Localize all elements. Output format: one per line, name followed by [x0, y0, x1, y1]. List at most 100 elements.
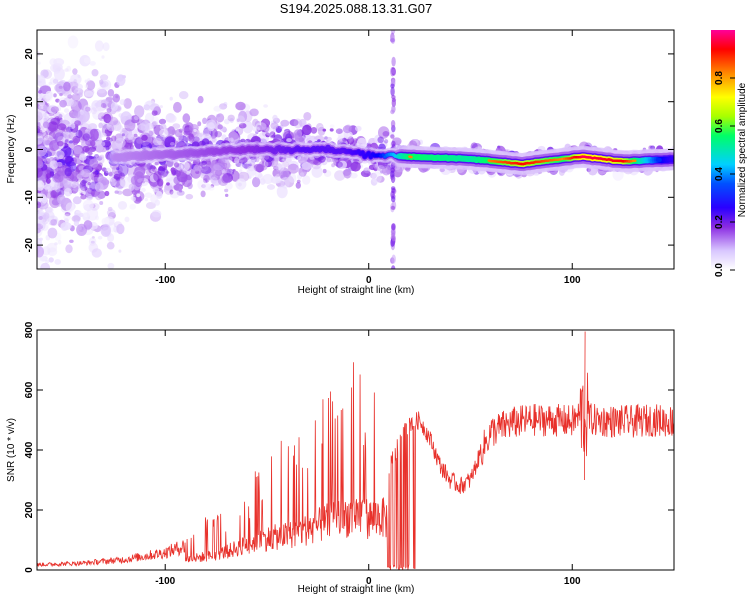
noise-blob	[176, 190, 185, 196]
noise-blob	[158, 118, 167, 125]
noise-blob	[37, 210, 45, 216]
noise-blob	[136, 193, 141, 198]
noise-blob	[54, 259, 61, 265]
noise-blob	[200, 166, 212, 175]
noise-blob	[83, 204, 93, 212]
noise-blob	[116, 167, 120, 171]
noise-blob	[193, 157, 201, 167]
noise-blob	[161, 163, 167, 168]
noise-blob	[72, 109, 81, 119]
noise-blob	[94, 190, 103, 201]
noise-blob	[219, 103, 228, 110]
noise-blob	[72, 146, 83, 155]
noise-blob	[43, 159, 48, 164]
noise-blob	[302, 124, 312, 136]
stripe-blob	[391, 56, 396, 67]
noise-blob	[265, 132, 271, 138]
noise-blob	[276, 185, 288, 199]
noise-blob	[263, 161, 269, 167]
noise-blob	[97, 87, 106, 94]
noise-blob	[89, 61, 96, 66]
noise-blob	[203, 128, 212, 136]
noise-blob	[253, 163, 265, 172]
stripe-blob	[390, 120, 396, 128]
noise-blob	[171, 129, 177, 135]
noise-blob	[180, 161, 190, 171]
noise-blob	[45, 206, 54, 214]
noise-blob	[250, 136, 261, 145]
noise-blob	[166, 173, 174, 182]
noise-blob	[170, 167, 176, 174]
ridge-segment	[408, 155, 413, 159]
snr-line	[37, 331, 674, 570]
noise-blob	[76, 173, 83, 180]
noise-blob	[89, 158, 99, 168]
noise-blob	[109, 160, 120, 170]
noise-blob	[42, 69, 53, 80]
noise-blob	[317, 139, 321, 142]
noise-blob	[173, 176, 181, 185]
noise-blob	[88, 237, 97, 246]
noise-blob	[395, 140, 402, 146]
noise-blob	[99, 201, 104, 205]
noise-blob	[91, 236, 95, 239]
noise-blob	[59, 99, 67, 108]
noise-blob	[382, 131, 390, 137]
noise-blob	[82, 133, 91, 141]
noise-blob	[296, 179, 301, 184]
noise-blob	[133, 194, 142, 204]
noise-blob	[60, 222, 72, 231]
noise-blob	[72, 196, 82, 205]
noise-blob	[82, 199, 94, 211]
noise-blob	[83, 220, 93, 230]
noise-blob	[37, 167, 43, 178]
noise-blob	[37, 135, 44, 145]
noise-blob	[173, 101, 182, 113]
noise-blob	[118, 249, 122, 253]
noise-blob	[335, 128, 343, 134]
noise-blob	[37, 126, 41, 131]
noise-blob	[37, 108, 43, 121]
noise-blob	[486, 168, 493, 173]
noise-blob	[115, 137, 126, 148]
noise-blob	[537, 170, 543, 174]
noise-blob	[74, 120, 81, 126]
noise-blob	[166, 182, 170, 186]
noise-blob	[133, 133, 138, 138]
noise-blob	[352, 144, 356, 149]
snr-frame	[36, 329, 675, 571]
noise-blob	[378, 143, 386, 152]
noise-blob	[193, 129, 197, 132]
noise-blob	[163, 188, 167, 192]
colorbar-label: Normalized spectral amplitude	[737, 82, 748, 217]
noise-blob	[64, 68, 69, 72]
noise-blob	[103, 170, 109, 176]
noise-blob	[77, 74, 81, 79]
noise-blob	[129, 203, 136, 210]
noise-blob	[151, 209, 162, 218]
noise-blob	[197, 121, 202, 127]
noise-blob	[84, 90, 94, 97]
noise-blob	[151, 109, 158, 116]
colorbar-tick-label: 0.6	[714, 119, 725, 133]
noise-blob	[120, 150, 125, 154]
noise-blob	[471, 143, 482, 152]
noise-blob	[84, 187, 95, 199]
noise-blob	[173, 183, 184, 191]
noise-blob	[148, 165, 156, 172]
noise-blob	[114, 176, 126, 189]
noise-blob	[145, 160, 151, 165]
noise-blob	[95, 106, 105, 119]
colorbar-gradient	[711, 30, 735, 270]
noise-blob	[97, 235, 103, 240]
noise-blob	[364, 168, 368, 172]
noise-blob	[38, 237, 43, 241]
noise-blob	[119, 99, 126, 106]
noise-blob	[69, 239, 74, 243]
noise-blob	[371, 171, 382, 184]
noise-blob	[293, 118, 303, 129]
noise-blob	[99, 79, 104, 85]
noise-blob	[515, 172, 523, 179]
noise-blob	[178, 157, 186, 163]
noise-blob	[264, 160, 272, 168]
